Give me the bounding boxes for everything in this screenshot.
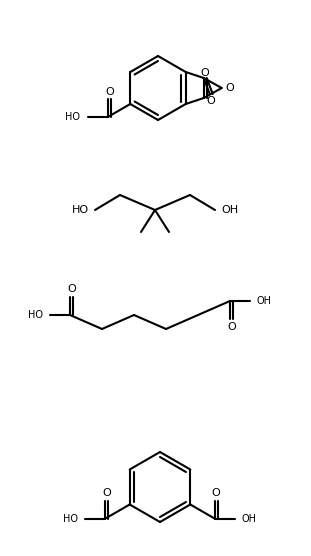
Text: O: O [105, 87, 114, 97]
Text: O: O [206, 96, 215, 106]
Text: OH: OH [242, 514, 257, 524]
Text: O: O [212, 488, 220, 498]
Text: HO: HO [63, 514, 78, 524]
Text: O: O [225, 83, 234, 93]
Text: OH: OH [257, 296, 272, 306]
Text: HO: HO [28, 310, 43, 320]
Text: HO: HO [65, 112, 80, 122]
Text: O: O [103, 488, 111, 498]
Text: O: O [67, 284, 76, 294]
Text: O: O [227, 322, 236, 332]
Text: OH: OH [221, 205, 238, 215]
Text: O: O [200, 68, 209, 78]
Text: HO: HO [72, 205, 89, 215]
